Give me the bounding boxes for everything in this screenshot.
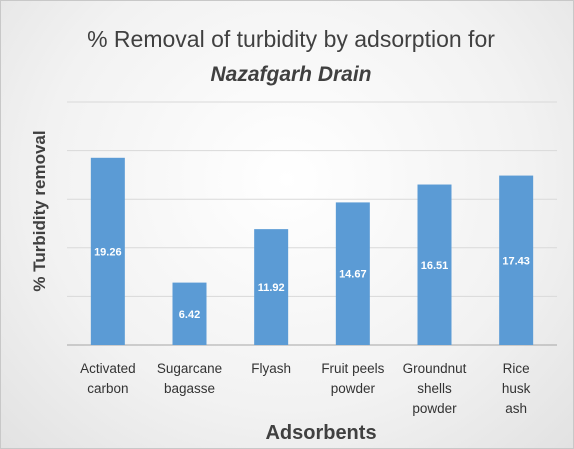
- bar: [417, 184, 452, 345]
- bar: [90, 157, 125, 345]
- chart-subtitle: Nazafgarh Drain: [210, 63, 371, 86]
- bar: [335, 202, 370, 345]
- chart-title: % Removal of turbidity by adsorption for: [87, 26, 495, 52]
- data-label: 17.43: [502, 255, 530, 267]
- data-label: 19.26: [94, 246, 122, 258]
- x-tick-label: Groundnut shells powder: [402, 361, 467, 416]
- y-axis-title: % Turbidity removal: [30, 130, 49, 291]
- data-label: 16.51: [421, 260, 449, 272]
- bar: [499, 175, 534, 345]
- x-tick-label: Fruit peels powder: [321, 361, 385, 396]
- x-tick-label: Rice husk ash: [501, 361, 531, 416]
- x-tick-label: Activated carbon: [80, 361, 136, 396]
- bar: [254, 229, 289, 345]
- data-label: 6.42: [179, 309, 200, 321]
- x-tick-label: Sugarcane bagasse: [156, 361, 223, 396]
- bar: [172, 282, 207, 345]
- x-tick-label: Flyash: [251, 361, 292, 376]
- data-label: 14.67: [339, 269, 367, 281]
- x-axis-title: Adsorbents: [265, 422, 376, 444]
- data-label: 11.92: [258, 282, 285, 294]
